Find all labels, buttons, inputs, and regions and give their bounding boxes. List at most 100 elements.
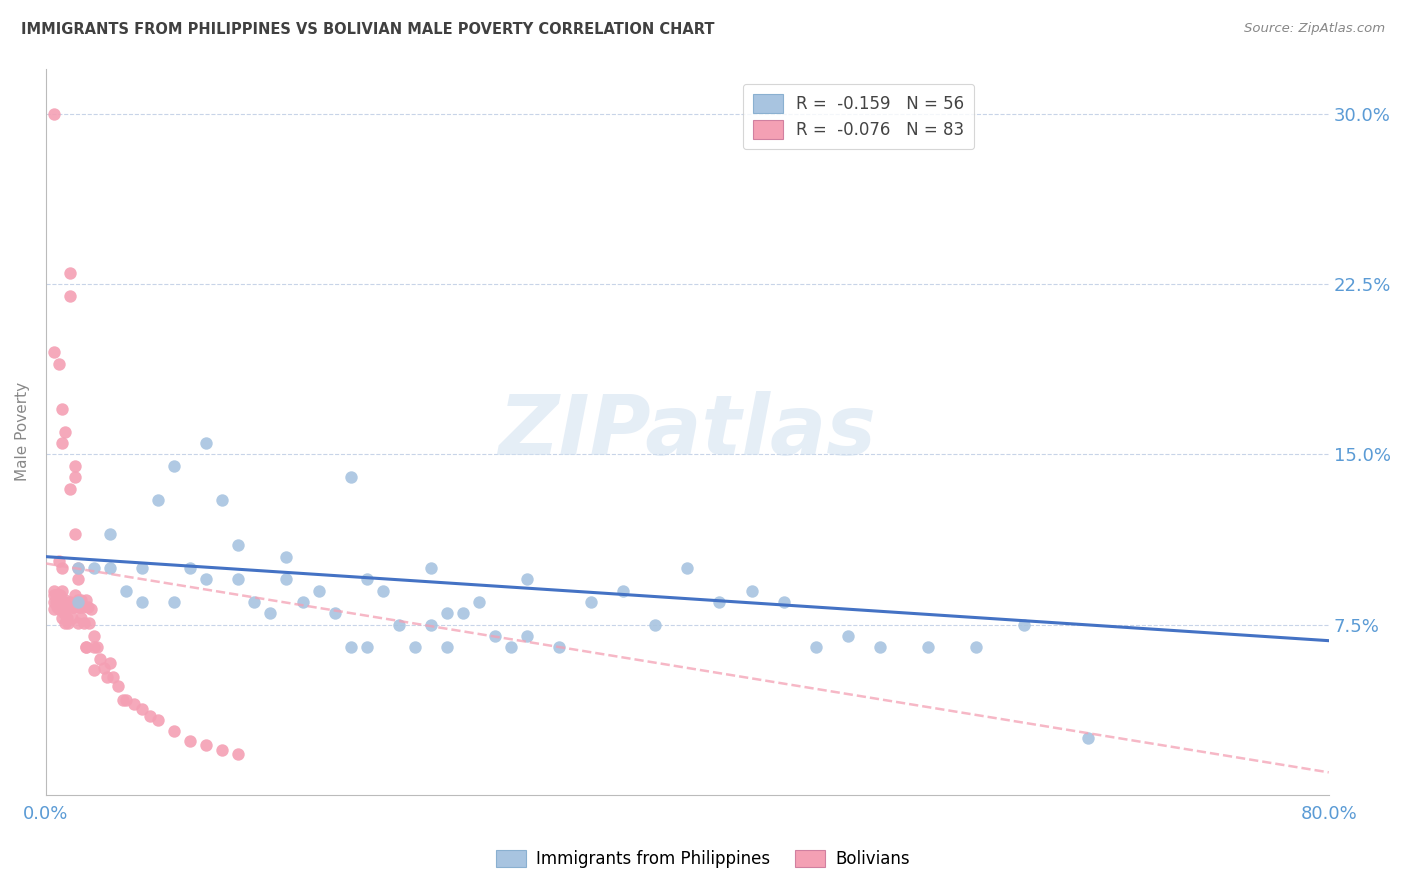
Point xyxy=(179,733,201,747)
Point xyxy=(83,629,105,643)
Point xyxy=(211,742,233,756)
Point xyxy=(163,458,186,473)
Point xyxy=(52,607,75,621)
Text: Source: ZipAtlas.com: Source: ZipAtlas.com xyxy=(1244,22,1385,36)
Point xyxy=(741,583,763,598)
Point xyxy=(48,588,70,602)
Point xyxy=(51,561,73,575)
Point xyxy=(111,692,134,706)
Point xyxy=(259,607,281,621)
Point xyxy=(1077,731,1099,746)
Point xyxy=(53,602,76,616)
Point xyxy=(56,611,79,625)
Point xyxy=(42,588,65,602)
Point xyxy=(228,747,250,762)
Point xyxy=(51,611,73,625)
Point xyxy=(46,588,69,602)
Point xyxy=(67,573,90,587)
Point xyxy=(516,629,538,643)
Point xyxy=(869,640,891,655)
Point xyxy=(49,602,72,616)
Point xyxy=(323,607,346,621)
Point xyxy=(243,595,266,609)
Point xyxy=(52,595,75,609)
Point xyxy=(67,592,90,607)
Point xyxy=(122,698,145,712)
Point xyxy=(917,640,939,655)
Point xyxy=(228,573,250,587)
Point xyxy=(419,617,441,632)
Point xyxy=(96,670,118,684)
Point xyxy=(53,425,76,439)
Point xyxy=(356,573,378,587)
Point xyxy=(98,657,121,671)
Point xyxy=(60,599,83,614)
Point xyxy=(83,561,105,575)
Point xyxy=(63,527,86,541)
Point xyxy=(468,595,491,609)
Point xyxy=(80,602,103,616)
Point xyxy=(419,561,441,575)
Point xyxy=(131,702,153,716)
Point xyxy=(69,599,91,614)
Point xyxy=(67,595,90,609)
Point xyxy=(65,599,87,614)
Point xyxy=(131,561,153,575)
Point xyxy=(67,561,90,575)
Text: ZIPatlas: ZIPatlas xyxy=(499,392,876,472)
Point xyxy=(75,640,97,655)
Point xyxy=(772,595,794,609)
Point xyxy=(60,611,83,625)
Point xyxy=(89,652,111,666)
Point xyxy=(63,470,86,484)
Point xyxy=(195,738,218,752)
Point xyxy=(148,713,170,727)
Point xyxy=(86,640,108,655)
Point xyxy=(73,615,96,630)
Legend: Immigrants from Philippines, Bolivians: Immigrants from Philippines, Bolivians xyxy=(489,843,917,875)
Point xyxy=(77,615,100,630)
Point xyxy=(436,640,458,655)
Point xyxy=(804,640,827,655)
Point xyxy=(67,561,90,575)
Point xyxy=(107,679,129,693)
Point xyxy=(115,583,138,598)
Point xyxy=(58,599,80,614)
Point xyxy=(965,640,987,655)
Point xyxy=(48,357,70,371)
Point xyxy=(579,595,602,609)
Point xyxy=(148,492,170,507)
Point xyxy=(516,573,538,587)
Point xyxy=(46,599,69,614)
Point xyxy=(49,588,72,602)
Point xyxy=(63,588,86,602)
Point xyxy=(436,607,458,621)
Point xyxy=(53,592,76,607)
Point xyxy=(388,617,411,632)
Point xyxy=(451,607,474,621)
Point xyxy=(163,595,186,609)
Point xyxy=(709,595,731,609)
Point xyxy=(83,663,105,677)
Point xyxy=(98,561,121,575)
Point xyxy=(308,583,330,598)
Point xyxy=(51,583,73,598)
Point xyxy=(51,602,73,616)
Point xyxy=(58,615,80,630)
Legend: R =  -0.159   N = 56, R =  -0.076   N = 83: R = -0.159 N = 56, R = -0.076 N = 83 xyxy=(742,84,974,149)
Point xyxy=(62,599,84,614)
Point xyxy=(59,482,82,496)
Point xyxy=(51,595,73,609)
Point xyxy=(228,538,250,552)
Point xyxy=(75,640,97,655)
Point xyxy=(499,640,522,655)
Point xyxy=(63,458,86,473)
Point xyxy=(356,640,378,655)
Point xyxy=(548,640,571,655)
Point xyxy=(291,595,314,609)
Point xyxy=(59,266,82,280)
Point xyxy=(48,602,70,616)
Y-axis label: Male Poverty: Male Poverty xyxy=(15,383,30,482)
Point xyxy=(612,583,634,598)
Point xyxy=(51,402,73,417)
